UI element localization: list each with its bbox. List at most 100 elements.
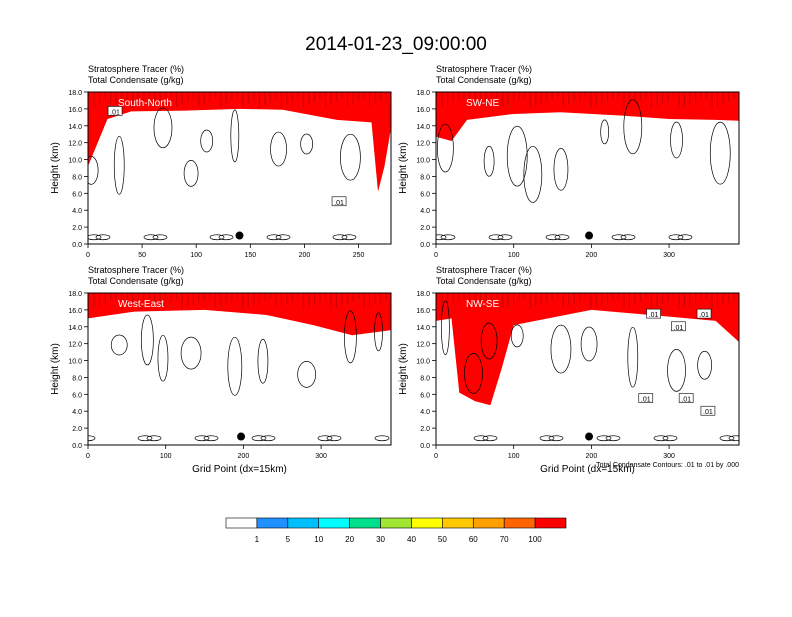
tracer-streak bbox=[275, 92, 277, 100]
tracer-streak bbox=[502, 92, 504, 107]
tracer-streak bbox=[441, 293, 443, 308]
y-tick-label: 4.0 bbox=[420, 409, 430, 416]
condensate-contour bbox=[709, 121, 731, 185]
tracer-streak bbox=[330, 293, 332, 310]
tracer-streak bbox=[573, 92, 575, 103]
tracer-streak bbox=[601, 293, 603, 305]
tracer-streak bbox=[159, 293, 161, 306]
tracer-streak bbox=[126, 293, 128, 307]
y-tick-label: 0.0 bbox=[420, 443, 430, 450]
tracer-streak bbox=[436, 92, 438, 98]
tracer-streak bbox=[335, 92, 338, 102]
tracer-streak bbox=[209, 293, 211, 299]
tracer-streak bbox=[650, 92, 653, 108]
condensate-contour bbox=[488, 234, 504, 241]
tracer-streak bbox=[458, 293, 460, 302]
contour-label-box bbox=[107, 106, 123, 116]
tracer-streak bbox=[612, 293, 614, 301]
condensate-contour bbox=[340, 133, 361, 181]
contour-label: .01 bbox=[681, 397, 691, 404]
tracer-streak bbox=[502, 293, 504, 308]
tracer-streak bbox=[93, 92, 95, 106]
y-tick-label: 0.0 bbox=[72, 443, 82, 450]
tracer-streak bbox=[280, 92, 283, 109]
tracer-streak bbox=[275, 293, 277, 308]
tracer-streak bbox=[584, 92, 586, 99]
x-tick-label: 200 bbox=[299, 252, 311, 259]
colorbar-label: 5 bbox=[286, 535, 291, 544]
tracer-streak bbox=[385, 92, 387, 98]
x-tick-label: 200 bbox=[586, 453, 598, 460]
tracer-streak bbox=[247, 293, 249, 307]
y-tick-label: 6.0 bbox=[72, 191, 82, 198]
y-axis-label: Height (km) bbox=[50, 142, 61, 194]
location-marker bbox=[585, 432, 594, 441]
tracer-streak bbox=[225, 92, 227, 104]
y-tick-label: 12.0 bbox=[416, 141, 430, 148]
contour-label-box bbox=[700, 405, 716, 416]
tracer-streak bbox=[496, 293, 498, 299]
condensate-contour bbox=[341, 234, 357, 241]
plot-frame bbox=[435, 292, 740, 446]
tracer-streak bbox=[165, 293, 167, 304]
plot-frame bbox=[435, 91, 740, 245]
panel-title-line2: Total Condensate (g/kg) bbox=[436, 276, 532, 286]
tracer-streak bbox=[639, 92, 642, 101]
y-tick-label: 16.0 bbox=[68, 107, 82, 114]
tracer-streak bbox=[198, 92, 200, 107]
condensate-contour bbox=[539, 435, 555, 442]
tracer-streak bbox=[469, 92, 471, 108]
condensate-contour bbox=[667, 349, 686, 392]
tracer-streak bbox=[313, 92, 316, 102]
tracer-streak bbox=[115, 293, 117, 300]
tracer-streak bbox=[352, 293, 354, 302]
tracer-streak bbox=[469, 293, 471, 309]
tracer-streak bbox=[683, 293, 686, 308]
tracer-streak bbox=[143, 293, 145, 301]
y-tick-label: 16.0 bbox=[68, 308, 82, 315]
tracer-streak bbox=[280, 293, 283, 306]
contour-label-box bbox=[331, 196, 347, 207]
contour-label: .01 bbox=[649, 312, 659, 319]
tracer-streak bbox=[535, 92, 537, 106]
tracer-streak bbox=[154, 92, 156, 108]
condensate-contour bbox=[257, 338, 269, 384]
tracer-streak bbox=[733, 92, 735, 100]
colorbar-label: 70 bbox=[500, 535, 509, 544]
condensate-contour bbox=[611, 234, 627, 241]
x-tick-label: 300 bbox=[315, 453, 327, 460]
tracer-streak bbox=[242, 293, 244, 309]
tracer-streak bbox=[557, 293, 559, 299]
tracer-streak bbox=[595, 293, 597, 307]
tracer-streak bbox=[672, 293, 675, 301]
tracer-streak bbox=[573, 293, 575, 304]
colorbar-swatch bbox=[225, 517, 258, 529]
tracer-streak bbox=[242, 92, 244, 106]
tracer-streak bbox=[253, 293, 255, 305]
tracer-streak bbox=[623, 92, 625, 107]
condensate-contour bbox=[270, 131, 287, 167]
tracer-streak bbox=[628, 92, 631, 105]
tracer-streak bbox=[236, 293, 238, 300]
tracer-streak bbox=[176, 293, 178, 300]
condensate-contour bbox=[374, 312, 383, 352]
tracer-streak bbox=[727, 293, 730, 303]
colorbar-label: 10 bbox=[314, 535, 323, 544]
condensate-contour bbox=[137, 435, 153, 442]
contour-label: .01 bbox=[699, 312, 709, 319]
tracer-streak bbox=[485, 293, 487, 303]
tracer-streak bbox=[104, 293, 106, 304]
tracer-streak bbox=[379, 92, 382, 101]
y-tick-label: 18.0 bbox=[416, 90, 430, 97]
tracer-streak bbox=[330, 92, 332, 105]
colorbar: 1 5 10 20 30 40 50 60 70 100 bbox=[225, 517, 567, 544]
tracer-streak bbox=[187, 92, 189, 102]
tracer-streak bbox=[319, 92, 321, 99]
tracer-streak bbox=[452, 293, 454, 304]
condensate-contour bbox=[473, 435, 489, 442]
contour-label-box bbox=[638, 393, 654, 403]
tracer-streak bbox=[656, 293, 658, 307]
colorbar-label: 50 bbox=[438, 535, 447, 544]
